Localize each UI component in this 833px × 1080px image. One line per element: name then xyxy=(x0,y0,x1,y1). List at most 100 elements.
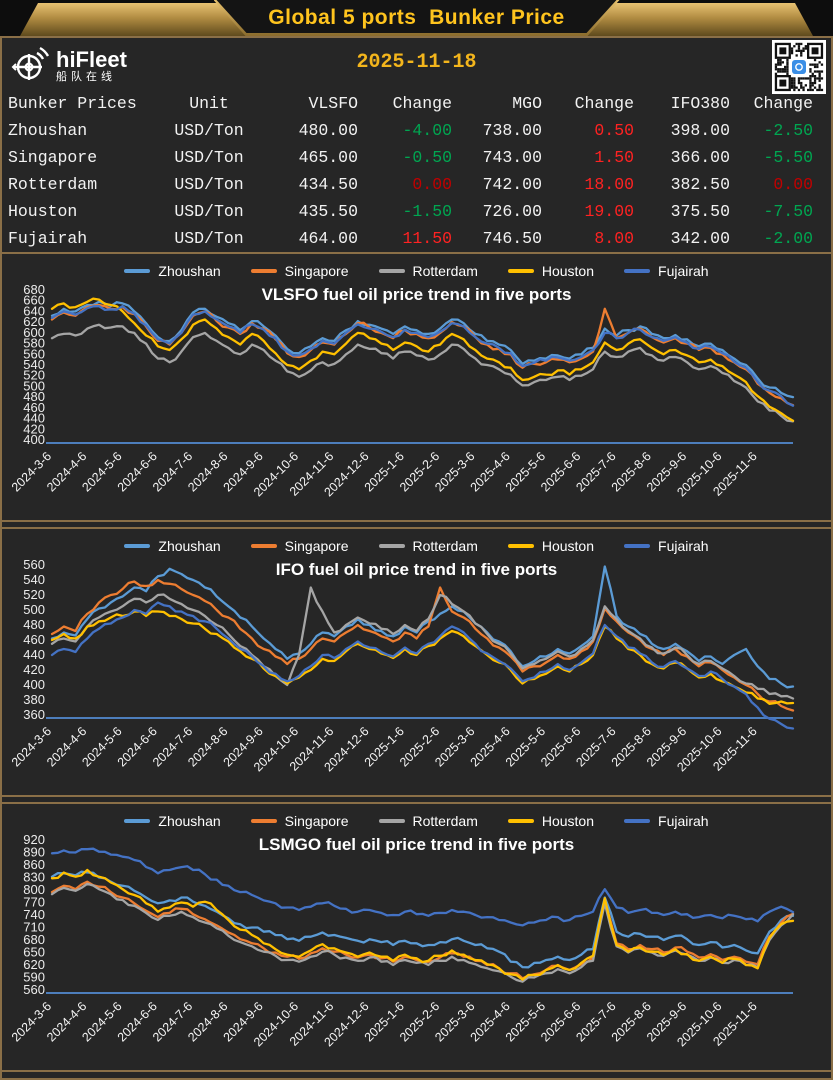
cell-vlsfo_change: -4.00 xyxy=(402,121,452,140)
cell-vlsfo: 480.00 xyxy=(298,121,358,140)
svg-text:890: 890 xyxy=(23,845,45,860)
legend-label: Fujairah xyxy=(658,538,709,554)
cell-unit: USD/Ton xyxy=(174,148,244,167)
legend-label: Zhoushan xyxy=(158,538,221,554)
legend-label: Fujairah xyxy=(658,813,709,829)
svg-text:860: 860 xyxy=(23,857,45,872)
series-line-zhoushan xyxy=(50,870,795,969)
series-line-rotterdam xyxy=(50,586,795,700)
x-axis-labels: 2024-3-62024-4-62024-5-62024-6-62024-7-6… xyxy=(9,724,760,774)
info-row: hiFleet 船队在线 2025-11-18 xyxy=(2,38,831,94)
svg-text:920: 920 xyxy=(23,832,45,847)
svg-text:710: 710 xyxy=(23,920,45,935)
cell-port: Fujairah xyxy=(8,229,88,248)
cell-mgo_change: 0.50 xyxy=(594,121,634,140)
vlsfo-chart: 6806606406206005805605405205004804604404… xyxy=(9,282,795,499)
legend-label: Rotterdam xyxy=(412,813,478,829)
cell-vlsfo: 464.00 xyxy=(298,229,358,248)
column-header: MGO xyxy=(512,94,542,113)
cell-unit: USD/Ton xyxy=(174,229,244,248)
legend-label: Singapore xyxy=(284,538,349,554)
cell-ifo380_change: -2.50 xyxy=(763,121,813,140)
legend-item-houston: Houston xyxy=(507,538,595,554)
cell-port: Singapore xyxy=(8,148,98,167)
cell-vlsfo: 434.50 xyxy=(298,175,358,194)
svg-text:620: 620 xyxy=(23,957,45,972)
series-line-rotterdam xyxy=(50,323,795,423)
legend-label: Rotterdam xyxy=(412,538,478,554)
legend-line-swatch xyxy=(124,819,151,823)
cell-ifo380_change: -5.50 xyxy=(763,148,813,167)
cell-mgo: 738.00 xyxy=(482,121,542,140)
legend-line-swatch xyxy=(378,544,405,548)
series-line-singapore xyxy=(50,578,795,712)
cell-mgo_change: 18.00 xyxy=(584,175,634,194)
svg-text:440: 440 xyxy=(23,411,45,426)
cell-vlsfo_change: 11.50 xyxy=(402,229,452,248)
legend-label: Zhoushan xyxy=(158,263,221,279)
brand-name: hiFleet xyxy=(56,47,127,72)
svg-text:770: 770 xyxy=(23,895,45,910)
legend-line-swatch xyxy=(378,269,405,273)
svg-text:830: 830 xyxy=(23,870,45,885)
legend-line-swatch xyxy=(624,269,651,273)
price-table-body: Zhoushan USD/Ton 480.00 -4.00 738.00 0.50 398.… xyxy=(8,117,825,252)
table-row: Fujairah USD/Ton 464.00 11.50 746.50 8.00 342.… xyxy=(8,225,825,252)
svg-text:620: 620 xyxy=(23,314,45,329)
legend-label: Houston xyxy=(541,263,595,279)
svg-text:600: 600 xyxy=(23,325,45,340)
column-header: Unit xyxy=(189,94,229,113)
svg-text:420: 420 xyxy=(23,421,45,436)
legend-label: Rotterdam xyxy=(412,263,478,279)
chart-title: IFO fuel oil price trend in five ports xyxy=(275,560,558,579)
table-row: Rotterdam USD/Ton 434.50 0.00 742.00 18.00 382… xyxy=(8,171,825,198)
svg-text:650: 650 xyxy=(23,945,45,960)
legend-line-swatch xyxy=(624,544,651,548)
cell-port: Houston xyxy=(8,202,78,221)
legend-item-zhoushan: Zhoushan xyxy=(124,263,221,279)
svg-text:420: 420 xyxy=(23,662,45,677)
ship-wheel-icon xyxy=(10,43,52,90)
legend-item-singapore: Singapore xyxy=(250,538,349,554)
series-line-singapore xyxy=(50,880,795,980)
cell-ifo380_change: -2.00 xyxy=(763,229,813,248)
legend-item-singapore: Singapore xyxy=(250,263,349,279)
report-date: 2025-11-18 xyxy=(356,51,477,74)
qr-code xyxy=(772,40,826,94)
chart-legend: Zhoushan Singapore Rotterdam Houston Fujaira… xyxy=(2,254,831,282)
legend-item-rotterdam: Rotterdam xyxy=(378,263,478,279)
svg-text:680: 680 xyxy=(23,932,45,947)
series-line-houston xyxy=(50,297,795,422)
brand-logo: hiFleet 船队在线 xyxy=(10,43,127,90)
y-axis-labels: 6806606406206005805605405205004804604404… xyxy=(23,282,45,447)
cell-ifo380: 398.00 xyxy=(670,121,730,140)
column-header: Change xyxy=(753,94,813,113)
column-header: Change xyxy=(574,94,634,113)
svg-text:460: 460 xyxy=(23,400,45,415)
legend-line-swatch xyxy=(250,544,277,548)
svg-text:380: 380 xyxy=(23,692,45,707)
brand-subtitle: 船队在线 xyxy=(56,71,116,83)
legend-label: Fujairah xyxy=(658,263,709,279)
legend-line-swatch xyxy=(124,544,151,548)
legend-label: Singapore xyxy=(284,813,349,829)
cell-vlsfo_change: -0.50 xyxy=(402,148,452,167)
legend-label: Houston xyxy=(541,813,595,829)
cell-unit: USD/Ton xyxy=(174,175,244,194)
legend-item-fujairah: Fujairah xyxy=(624,813,709,829)
svg-text:560: 560 xyxy=(23,982,45,997)
svg-text:480: 480 xyxy=(23,389,45,404)
cell-mgo_change: 19.00 xyxy=(584,202,634,221)
svg-text:480: 480 xyxy=(23,617,45,632)
svg-text:660: 660 xyxy=(23,293,45,308)
legend-line-swatch xyxy=(507,269,534,273)
table-header-row: Bunker Prices Unit VLSFO Change MGO Chan… xyxy=(8,90,825,117)
legend-label: Houston xyxy=(541,538,595,554)
column-header: Change xyxy=(392,94,452,113)
legend-label: Singapore xyxy=(284,263,349,279)
header-wing-left xyxy=(20,3,247,36)
cell-port: Rotterdam xyxy=(8,175,98,194)
cell-vlsfo_change: 0.00 xyxy=(412,175,452,194)
